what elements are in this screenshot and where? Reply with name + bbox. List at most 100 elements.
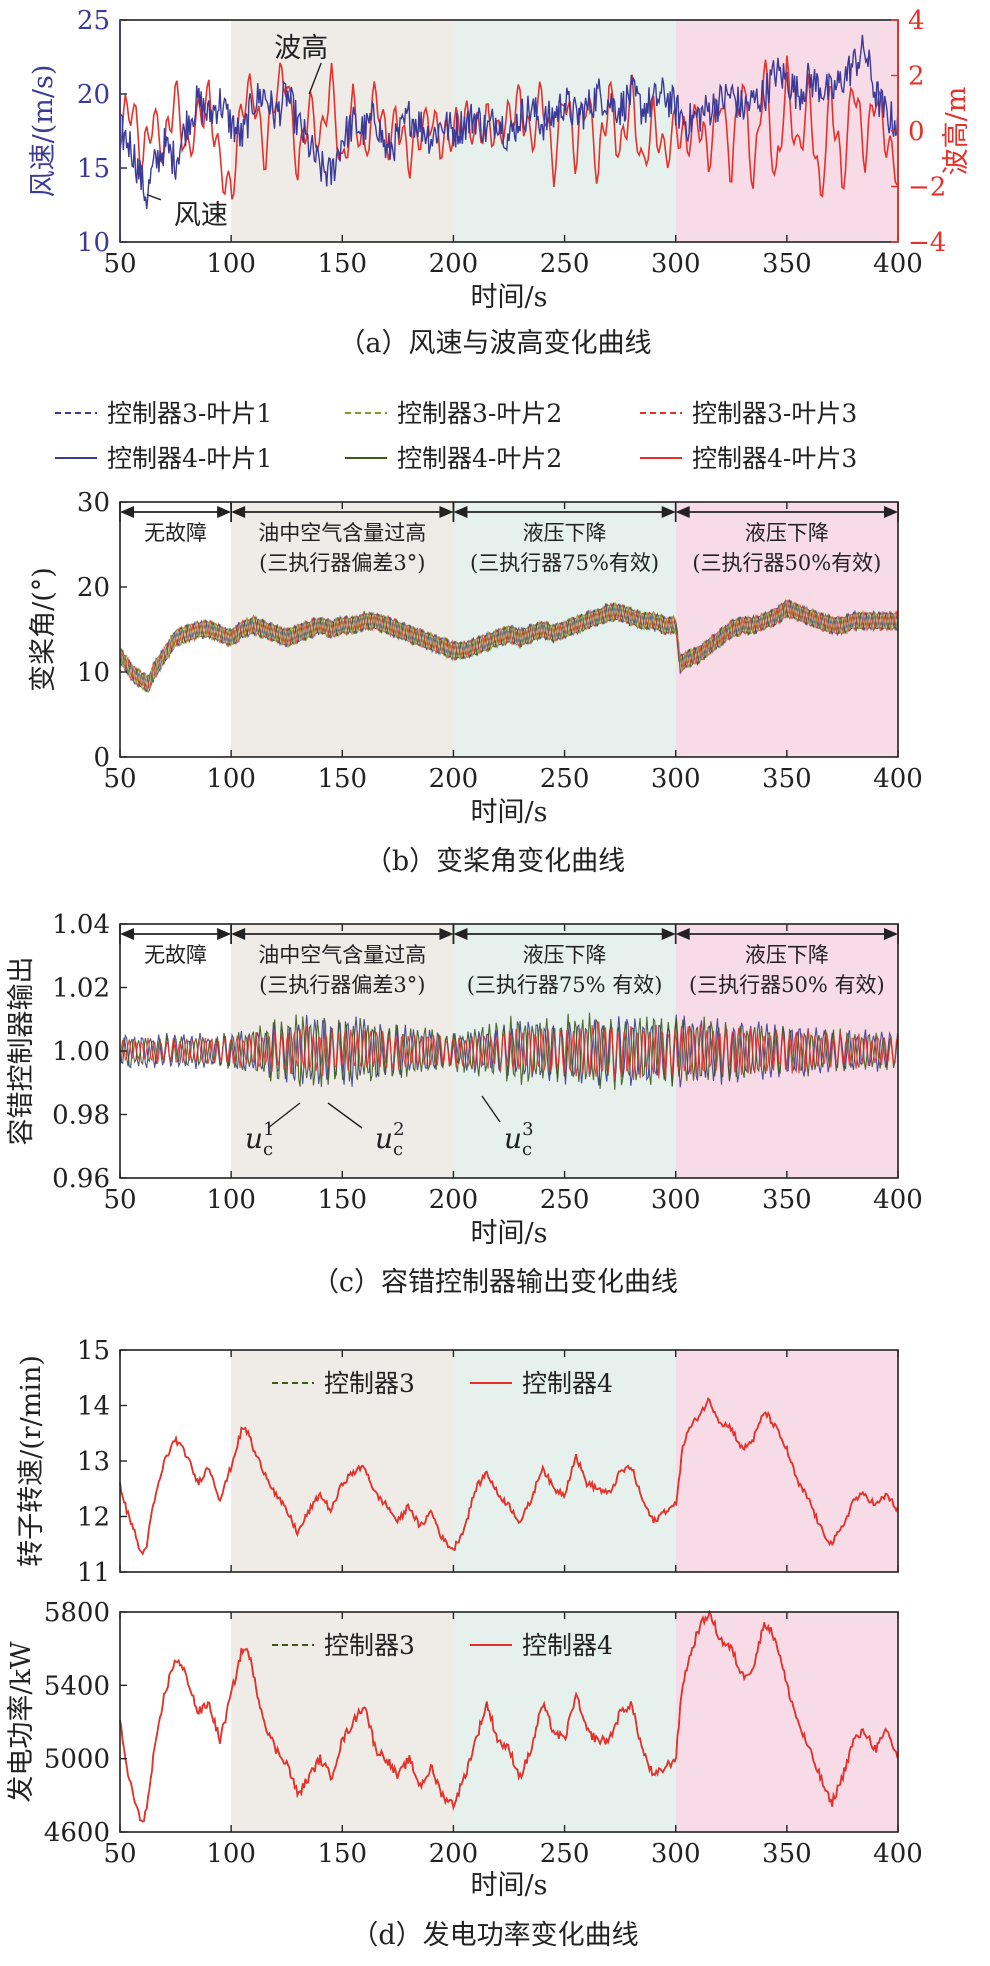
x-tick-label: 350 <box>762 249 812 279</box>
region-label: (三执行器75% 有效) <box>467 973 663 997</box>
series-pitch-angle <box>119 599 899 693</box>
y-tick-label: 25 <box>77 6 110 36</box>
chart-caption: （c）容错控制器输出变化曲线 <box>312 1267 678 1298</box>
region-label: 油中空气含量过高 <box>258 521 426 545</box>
y-axis-label: 波高/m <box>941 87 972 176</box>
x-tick-label: 150 <box>317 1185 367 1215</box>
x-axis-label: 时间/s <box>471 1218 548 1249</box>
y-tick-label: 5000 <box>44 1745 110 1775</box>
y-tick-label: 0.96 <box>52 1164 110 1194</box>
y-axis-label: 风速/(m/s) <box>28 65 59 198</box>
x-tick-label: 150 <box>317 249 367 279</box>
fault-region-shading <box>675 1612 898 1832</box>
chart-b: 控制器3-叶片1 控制器3-叶片2 控制器3-叶片3 控制器4-叶片1 控制器4-叶片2… <box>28 399 923 877</box>
legend-label: 控制器3-叶片1 <box>107 399 272 428</box>
arrow-head-right <box>884 506 898 518</box>
arrow-head-left <box>120 506 134 518</box>
y-tick-label: 20 <box>77 80 110 110</box>
annotation-u-c: uc3 <box>504 1119 534 1160</box>
arrow-head-left <box>453 928 468 940</box>
arrow-head-left <box>675 928 690 940</box>
y-tick-label: 13 <box>77 1447 110 1477</box>
y-tick-label: 10 <box>77 658 110 688</box>
y-tick-label: 30 <box>77 488 110 518</box>
x-tick-label: 200 <box>429 764 479 794</box>
annotation-pointer <box>267 1102 301 1129</box>
y-tick-label: 0 <box>93 743 110 773</box>
fault-region-shading <box>453 1350 676 1572</box>
annotation-u-c: uc2 <box>375 1119 405 1160</box>
y-tick-label: 1.02 <box>52 974 110 1004</box>
legend-label: 控制器4 <box>522 1369 613 1398</box>
legend-label: 控制器3-叶片3 <box>692 399 857 428</box>
arrow-head-left <box>120 928 134 940</box>
legend-label: 控制器4 <box>522 1631 613 1660</box>
axes-frame <box>119 501 899 758</box>
x-tick-label: 250 <box>540 1839 590 1869</box>
y-axis-label: 发电功率/kW <box>6 1641 37 1802</box>
chart-d-power: 50 100 150 200 250 300 350 400 4600 5000 5400 5800发… <box>6 1598 923 1951</box>
arrow-head-right <box>661 506 676 518</box>
chart-c: 50 100 150 200 250 300 350 400 0.96 0.98 1.00 1.02 1… <box>6 910 923 1298</box>
y-tick-label: −2 <box>908 173 946 203</box>
arrow-head-right <box>884 928 898 940</box>
y-tick-label: −4 <box>908 228 946 258</box>
annotation-pointer <box>481 1095 501 1123</box>
x-tick-label: 200 <box>429 1185 479 1215</box>
annotation-wave: 波高 <box>274 33 328 64</box>
series-pitch-angle <box>119 598 899 693</box>
region-label: (三执行器偏差3°) <box>259 551 425 575</box>
x-tick-label: 300 <box>651 764 701 794</box>
region-label: 无故障 <box>144 521 207 545</box>
x-tick-label: 400 <box>873 1839 923 1869</box>
x-axis-label: 时间/s <box>471 797 548 828</box>
legend-label: 控制器4-叶片3 <box>692 444 857 473</box>
annotation-wind: 风速 <box>174 200 228 231</box>
y-tick-label: 4600 <box>44 1818 110 1848</box>
x-tick-label: 400 <box>873 1185 923 1215</box>
y-tick-label: 20 <box>77 573 110 603</box>
arrow-head-right <box>661 928 676 940</box>
chart-caption: （b）变桨角变化曲线 <box>365 846 625 877</box>
region-label: 油中空气含量过高 <box>258 943 426 967</box>
annotation-pointer <box>327 1102 363 1129</box>
x-tick-label: 350 <box>762 1839 812 1869</box>
x-tick-label: 100 <box>206 249 256 279</box>
x-tick-label: 150 <box>317 1839 367 1869</box>
chart-d-rotor: 11 12 13 14 15 转子转速/(r/min) 控制器3 控制器4 <box>16 1336 899 1588</box>
region-label: 液压下降 <box>745 943 829 967</box>
y-tick-label: 12 <box>77 1503 110 1533</box>
legend-label: 控制器3-叶片2 <box>397 399 562 428</box>
chart-a: 50 100 150 200 250 300 350 400 10 15 20 25 −4 −2 0 2 4 风速… <box>28 6 972 359</box>
x-tick-label: 50 <box>103 764 136 794</box>
x-tick-label: 350 <box>762 1185 812 1215</box>
arrow-head-right <box>439 506 454 518</box>
x-tick-label: 300 <box>651 1185 701 1215</box>
y-tick-label: 11 <box>77 1558 110 1588</box>
arrow-head-left <box>231 506 246 518</box>
x-tick-label: 250 <box>540 1185 590 1215</box>
series-pitch-angle <box>119 599 899 692</box>
series-controller4 <box>119 1397 899 1556</box>
x-tick-label: 50 <box>103 1185 136 1215</box>
series-wind-speed <box>119 34 899 209</box>
legend: 控制器3-叶片1 控制器3-叶片2 控制器3-叶片3 控制器4-叶片1 控制器4-叶片2… <box>55 399 857 473</box>
y-tick-label: 5400 <box>44 1671 110 1701</box>
y-tick-label: 4 <box>908 6 925 36</box>
series-controller4 <box>119 1609 899 1823</box>
x-axis-label: 时间/s <box>471 282 548 313</box>
arrow-head-left <box>453 506 468 518</box>
x-tick-label: 100 <box>206 1185 256 1215</box>
axes-frame <box>119 1611 899 1833</box>
x-tick-label: 200 <box>429 249 479 279</box>
y-tick-label: 15 <box>77 154 110 184</box>
chart-caption: （a）风速与波高变化曲线 <box>338 328 651 359</box>
legend-label: 控制器3 <box>324 1631 415 1660</box>
fault-region-shading <box>675 1350 898 1572</box>
region-label: 液压下降 <box>745 521 829 545</box>
annotation-pointer <box>146 193 162 201</box>
x-tick-label: 150 <box>317 764 367 794</box>
region-label: 液压下降 <box>523 943 607 967</box>
legend-label: 控制器4-叶片1 <box>107 444 272 473</box>
chart-caption: （d）发电功率变化曲线 <box>351 1920 638 1951</box>
